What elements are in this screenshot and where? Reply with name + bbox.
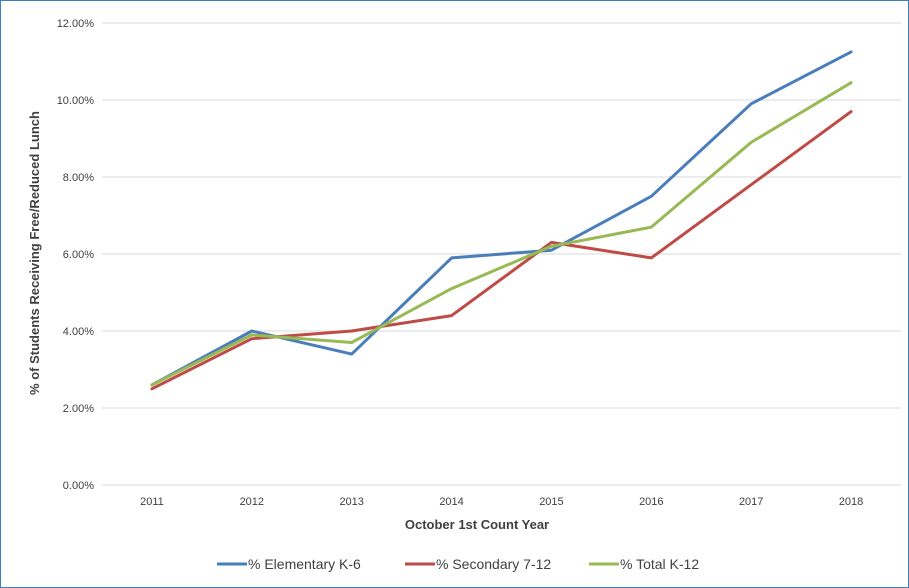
gridlines <box>102 22 901 486</box>
x-tick-label: 2012 <box>240 496 264 508</box>
legend: % Elementary K-6 % Secondary 7-12 % Total … <box>217 556 699 572</box>
y-axis-title: % of Students Receiving Free/Reduced Lun… <box>27 111 42 395</box>
x-tick-label: 2018 <box>839 496 863 508</box>
x-tick-label: 2014 <box>439 496 463 508</box>
x-tick-label: 2017 <box>739 496 763 508</box>
x-axis-title: October 1st Count Year <box>405 517 549 532</box>
y-tick-label: 0.00% <box>63 480 94 492</box>
legend-entry: % Total K-12 <box>589 556 699 572</box>
y-tick-labels: 0.00% 2.00% 4.00% 6.00% 8.00% 10.00% 12.00% <box>57 18 95 492</box>
x-tick-label: 2016 <box>639 496 663 508</box>
y-tick-label: 2.00% <box>63 403 94 415</box>
series-line-3 <box>150 81 853 387</box>
legend-label: % Secondary 7-12 <box>436 556 551 572</box>
series-lines <box>150 50 853 391</box>
legend-label: % Elementary K-6 <box>248 556 361 572</box>
y-tick-label: 4.00% <box>63 326 94 338</box>
x-tick-labels: 2011 2012 2013 2014 2015 2016 2017 2018 <box>140 496 863 508</box>
x-tick-label: 2015 <box>539 496 563 508</box>
y-tick-label: 6.00% <box>63 249 94 261</box>
x-tick-label: 2011 <box>140 496 164 508</box>
y-tick-label: 8.00% <box>63 172 94 184</box>
legend-entry: % Secondary 7-12 <box>405 556 551 572</box>
y-tick-label: 12.00% <box>57 18 95 30</box>
x-tick-label: 2013 <box>339 496 363 508</box>
legend-label: % Total K-12 <box>620 556 699 572</box>
series-line-2 <box>150 110 853 391</box>
y-tick-label: 10.00% <box>57 95 95 107</box>
legend-entry: % Elementary K-6 <box>217 556 361 572</box>
